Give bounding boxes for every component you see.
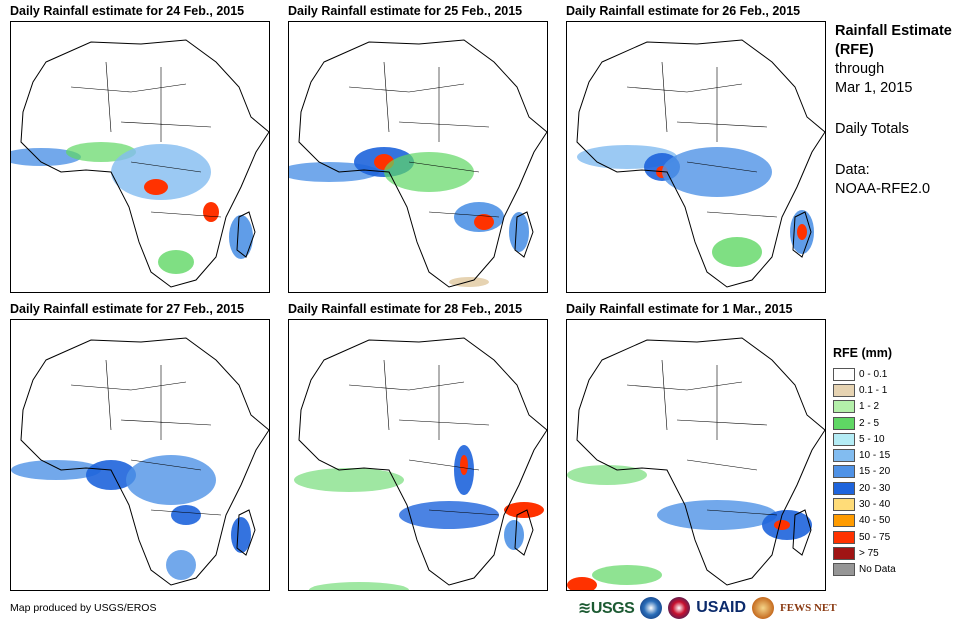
panel-title: Daily Rainfall estimate for 24 Feb., 201… — [10, 4, 245, 18]
legend-swatch — [833, 465, 855, 479]
rain-areas — [11, 142, 253, 274]
data-source: NOAA-RFE2.0 — [835, 181, 931, 197]
africa-map-svg — [289, 39, 547, 288]
rainfall-map — [10, 319, 270, 591]
rainfall-panel-1: Daily Rainfall estimate for 24 Feb., 201… — [10, 4, 270, 294]
legend-item: 1 - 2 — [833, 399, 963, 415]
legend-item: 2 - 5 — [833, 415, 963, 431]
legend-swatch — [833, 530, 855, 544]
legend-item: 10 - 15 — [833, 447, 963, 463]
rainfall-map — [288, 319, 548, 591]
rainfall-panel-2: Daily Rainfall estimate for 25 Feb., 201… — [288, 4, 548, 294]
legend-swatch — [833, 498, 855, 512]
legend-label: 30 - 40 — [859, 499, 891, 511]
africa-map-svg — [567, 337, 825, 590]
legend-rows: 0 - 0.1 0.1 - 1 1 - 2 2 - 5 5 - 10 10 - 15 15 … — [833, 366, 963, 578]
legend-item: 5 - 10 — [833, 431, 963, 447]
legend-item: 0 - 0.1 — [833, 366, 963, 382]
side-info: Rainfall Estimate (RFE) through Mar 1, 2… — [835, 22, 965, 199]
legend-item: 0.1 - 1 — [833, 382, 963, 398]
legend-swatch — [833, 367, 855, 381]
panel-title: Daily Rainfall estimate for 26 Feb., 201… — [566, 4, 801, 18]
rainfall-panel-4: Daily Rainfall estimate for 27 Feb., 201… — [10, 302, 270, 592]
legend-swatch — [833, 383, 855, 397]
legend-swatch — [833, 432, 855, 446]
usgs-logo: ≋USGS — [578, 600, 635, 617]
legend-label: 2 - 5 — [859, 417, 880, 429]
legend-label: 0 - 0.1 — [859, 368, 888, 380]
panel-title: Daily Rainfall estimate for 28 Feb., 201… — [288, 302, 523, 316]
legend-label: > 75 — [859, 547, 879, 559]
rainfall-panel-3: Daily Rainfall estimate for 26 Feb., 201… — [566, 4, 826, 294]
rainfall-panel-6: Daily Rainfall estimate for 1 Mar., 2015 — [566, 302, 826, 592]
legend-swatch — [833, 514, 855, 528]
through-label: through — [835, 61, 885, 77]
panel-title: Daily Rainfall estimate for 27 Feb., 201… — [10, 302, 245, 316]
africa-map-svg — [11, 39, 269, 288]
map-credit: Map produced by USGS/EROS — [10, 602, 157, 614]
rain-areas — [289, 147, 529, 287]
rainfall-panel-5: Daily Rainfall estimate for 28 Feb., 201… — [288, 302, 548, 592]
legend-swatch — [833, 563, 855, 577]
panel-title: Daily Rainfall estimate for 25 Feb., 201… — [288, 4, 523, 18]
legend-label: 40 - 50 — [859, 515, 891, 527]
legend-label: No Data — [859, 564, 896, 576]
legend-swatch — [833, 449, 855, 463]
logo-strip: ≋USGS USAID FEWS NET — [578, 594, 837, 622]
rainfall-map — [288, 21, 548, 293]
legend-swatch — [833, 481, 855, 495]
noaa-logo-icon — [640, 597, 663, 619]
legend-label: 20 - 30 — [859, 482, 891, 494]
fews-net-logo: FEWS NET — [780, 602, 837, 614]
legend-label: 5 - 10 — [859, 433, 885, 445]
rainfall-map — [566, 319, 826, 591]
legend-label: 0.1 - 1 — [859, 384, 888, 396]
legend-item: 20 - 30 — [833, 480, 963, 496]
rainfall-map — [566, 21, 826, 293]
legend-swatch — [833, 400, 855, 414]
legend-item: No Data — [833, 562, 963, 578]
legend-item: 30 - 40 — [833, 496, 963, 512]
africa-map-svg — [576, 39, 825, 288]
legend-item: > 75 — [833, 545, 963, 561]
totals-label: Daily Totals — [835, 121, 909, 137]
rain-areas — [294, 445, 544, 590]
legend-item: 15 - 20 — [833, 464, 963, 480]
rain-areas — [577, 145, 814, 267]
through-date: Mar 1, 2015 — [835, 80, 913, 96]
rain-areas — [11, 455, 251, 580]
data-label: Data: — [835, 162, 870, 178]
legend-title: RFE (mm) — [833, 346, 893, 360]
fews-globe-icon — [752, 597, 775, 619]
legend-label: 10 - 15 — [859, 450, 891, 462]
legend-label: 50 - 75 — [859, 531, 891, 543]
usaid-logo: USAID — [696, 599, 747, 616]
rain-areas — [567, 465, 812, 590]
legend-label: 1 - 2 — [859, 401, 880, 413]
legend-label: 15 - 20 — [859, 466, 891, 478]
legend-swatch — [833, 416, 855, 430]
usaid-seal-icon — [668, 597, 691, 619]
rainfall-map — [10, 21, 270, 293]
panel-title: Daily Rainfall estimate for 1 Mar., 2015 — [566, 302, 793, 316]
legend-swatch — [833, 546, 855, 560]
legend-item: 40 - 50 — [833, 513, 963, 529]
rfe-legend: RFE (mm) 0 - 0.1 0.1 - 1 1 - 2 2 - 5 5 - 10 1… — [833, 346, 963, 578]
side-title: Rainfall Estimate (RFE) — [835, 23, 952, 58]
legend-item: 50 - 75 — [833, 529, 963, 545]
africa-map-svg — [11, 337, 269, 586]
africa-map-svg — [294, 337, 547, 590]
